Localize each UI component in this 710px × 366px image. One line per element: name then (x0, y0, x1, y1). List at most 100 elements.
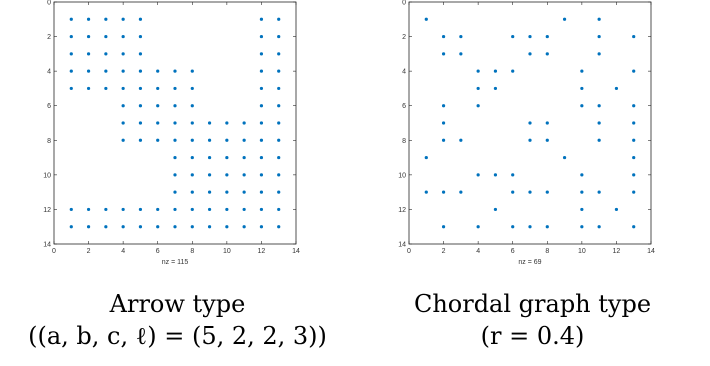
nonzero-marker (173, 190, 177, 194)
nonzero-marker (528, 190, 532, 194)
nonzero-marker (459, 52, 463, 56)
nonzero-marker (632, 104, 636, 108)
figure-chordal: 0 2 4 6 8 10 12 14 0 2 4 6 8 10 12 14 nz = 69 Chordal gr… (355, 0, 710, 366)
nonzero-marker (207, 138, 212, 142)
nonzero-marker (156, 69, 160, 73)
nonzero-marker (545, 190, 549, 194)
y-tick-label: 2 (402, 34, 406, 41)
nonzero-marker (138, 104, 143, 108)
nonzero-marker (562, 155, 567, 160)
nonzero-marker (138, 34, 143, 39)
nonzero-marker (86, 34, 91, 39)
nonzero-marker (632, 121, 636, 125)
nonzero-marker (277, 190, 281, 194)
nonzero-marker (86, 17, 91, 21)
nonzero-marker (69, 86, 73, 91)
nonzero-marker (476, 86, 480, 91)
nonzero-marker (173, 155, 177, 160)
nonzero-marker (121, 225, 125, 229)
nonzero-marker (424, 17, 428, 21)
nonzero-marker (86, 207, 91, 212)
nonzero-marker (632, 69, 636, 73)
nonzero-marker (277, 121, 281, 125)
nonzero-marker (121, 86, 125, 91)
caption-arrow-title: Arrow type (109, 290, 246, 318)
nonzero-marker (156, 121, 160, 125)
nonzero-marker (242, 190, 246, 194)
nonzero-marker (562, 17, 567, 21)
nonzero-marker (259, 104, 264, 108)
x-tick-label: 8 (190, 248, 194, 255)
nonzero-marker (493, 86, 498, 91)
nonzero-marker (104, 52, 108, 56)
x-tick-label: 6 (511, 248, 515, 255)
x-tick-label: 10 (223, 248, 231, 255)
nonzero-marker (190, 104, 194, 108)
nonzero-marker (597, 52, 601, 56)
nonzero-marker (459, 190, 463, 194)
nonzero-marker (259, 155, 264, 160)
nonzero-marker (121, 34, 125, 39)
nonzero-marker (121, 17, 125, 21)
nonzero-marker (207, 155, 212, 160)
nonzero-marker (277, 207, 281, 212)
nonzero-marker (104, 86, 108, 91)
nonzero-marker (207, 207, 212, 212)
nonzero-marker (86, 225, 91, 229)
nonzero-marker (441, 52, 446, 56)
nonzero-marker (138, 225, 143, 229)
nonzero-marker (476, 69, 480, 73)
y-tick-label: 4 (402, 69, 406, 76)
nonzero-marker (173, 69, 177, 73)
y-tick-label: 10 (43, 172, 51, 179)
x-tick-label: 14 (647, 248, 655, 255)
nonzero-marker (545, 138, 549, 142)
nonzero-marker (493, 207, 498, 212)
nonzero-marker (86, 86, 91, 91)
nonzero-marker (511, 34, 515, 39)
nonzero-marker (207, 173, 212, 177)
nonzero-marker (259, 69, 264, 73)
nonzero-marker (511, 225, 515, 229)
nonzero-marker (190, 207, 194, 212)
nonzero-marker (69, 34, 73, 39)
nonzero-marker (511, 173, 515, 177)
nonzero-marker (156, 225, 160, 229)
nonzero-marker (511, 190, 515, 194)
nonzero-marker (259, 52, 264, 56)
x-tick-label: 4 (476, 248, 480, 255)
nonzero-marker (476, 173, 480, 177)
nonzero-marker (190, 86, 194, 91)
nonzero-marker (597, 17, 601, 21)
y-tick-label: 14 (43, 242, 51, 249)
nonzero-marker (138, 138, 143, 142)
y-tick-label: 0 (47, 0, 51, 7)
nonzero-marker (173, 86, 177, 91)
nonzero-marker (242, 173, 246, 177)
nonzero-marker (632, 34, 636, 39)
nonzero-marker (190, 225, 194, 229)
y-tick-label: 8 (47, 138, 51, 145)
nonzero-marker (545, 52, 549, 56)
nonzero-marker (121, 69, 125, 73)
nonzero-marker (476, 104, 480, 108)
nonzero-marker (441, 138, 446, 142)
nonzero-marker (207, 190, 212, 194)
nonzero-marker (277, 86, 281, 91)
nonzero-marker (597, 190, 601, 194)
nonzero-marker (259, 138, 264, 142)
nonzero-marker (121, 104, 125, 108)
nonzero-marker (459, 138, 463, 142)
y-tick-label: 6 (402, 103, 406, 110)
nonzero-marker (156, 104, 160, 108)
nonzero-marker (580, 207, 584, 212)
nonzero-marker (225, 225, 229, 229)
nonzero-marker (545, 34, 549, 39)
nonzero-marker (580, 190, 584, 194)
x-tick-label: 2 (442, 248, 446, 255)
y-tick-label: 12 (398, 207, 406, 214)
nonzero-marker (138, 207, 143, 212)
caption-chordal-title: Chordal graph type (413, 290, 652, 318)
nonzero-marker (277, 225, 281, 229)
